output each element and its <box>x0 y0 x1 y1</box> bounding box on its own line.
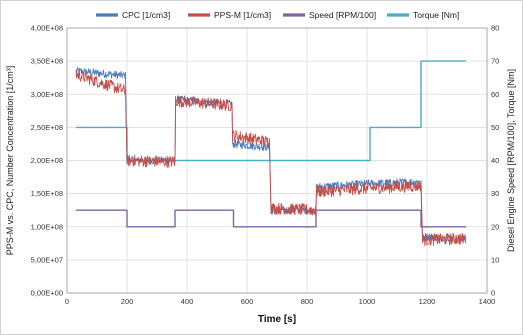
legend-label-speed: Speed [RPM/100] <box>309 10 376 20</box>
y-left-tick-label: 2,00E+08 <box>31 156 63 165</box>
y-left-tick-label: 4,00E+08 <box>31 24 63 33</box>
y-right-tick-label: 0 <box>491 289 495 298</box>
y-right-tick-label: 70 <box>491 57 499 66</box>
y-left-tick-label: 3,50E+08 <box>31 57 63 66</box>
y-left-tick-label: 1,50E+08 <box>31 189 63 198</box>
series-line-torque <box>76 60 466 162</box>
x-tick-label: 1400 <box>479 297 496 306</box>
y-right-tick-label: 60 <box>491 90 499 99</box>
x-tick-label: 400 <box>181 297 194 306</box>
legend-label-torque: Torque [Nm] <box>413 10 459 20</box>
x-tick-label: 200 <box>121 297 134 306</box>
series-group <box>75 60 467 247</box>
y-left-tick-label: 1,00E+08 <box>31 222 63 231</box>
x-tick-label: 1000 <box>359 297 376 306</box>
plot-area <box>66 27 488 294</box>
y-left-tick-label: 5,00E+07 <box>31 255 63 264</box>
y-right-tick-label: 10 <box>491 255 499 264</box>
y-right-tick-label: 30 <box>491 189 499 198</box>
y-axis-right-title: Diesel Engine Speed [RPM/100], Torque [N… <box>506 69 516 252</box>
x-tick-label: 1200 <box>419 297 436 306</box>
series-line-speed <box>76 209 466 228</box>
x-tick-label: 0 <box>65 297 69 306</box>
legend-label-cpc: CPC [1/cm3] <box>122 10 170 20</box>
x-tick-label: 800 <box>301 297 314 306</box>
y-axis-left-title: PPS-M vs. CPC, Number Concentration [1/c… <box>5 66 15 256</box>
y-right-tick-label: 40 <box>491 156 499 165</box>
legend: CPC [1/cm3] PPS-M [1/cm3] Speed [RPM/100] T… <box>96 10 459 20</box>
tick-labels: 0 200 400 600 800 1000 1200 14000,00E+005,00E+0… <box>31 24 500 306</box>
x-tick-label: 600 <box>241 297 254 306</box>
series-line-pps-m <box>75 70 467 247</box>
y-left-tick-label: 3,00E+08 <box>31 90 63 99</box>
legend-label-pps-m: PPS-M [1/cm3] <box>214 10 271 20</box>
y-left-tick-label: 0,00E+00 <box>31 289 63 298</box>
y-right-tick-label: 50 <box>491 123 499 132</box>
x-axis-title: Time [s] <box>258 314 296 325</box>
y-left-tick-label: 2,50E+08 <box>31 123 63 132</box>
y-right-tick-label: 20 <box>491 222 499 231</box>
y-right-tick-label: 80 <box>491 24 499 33</box>
